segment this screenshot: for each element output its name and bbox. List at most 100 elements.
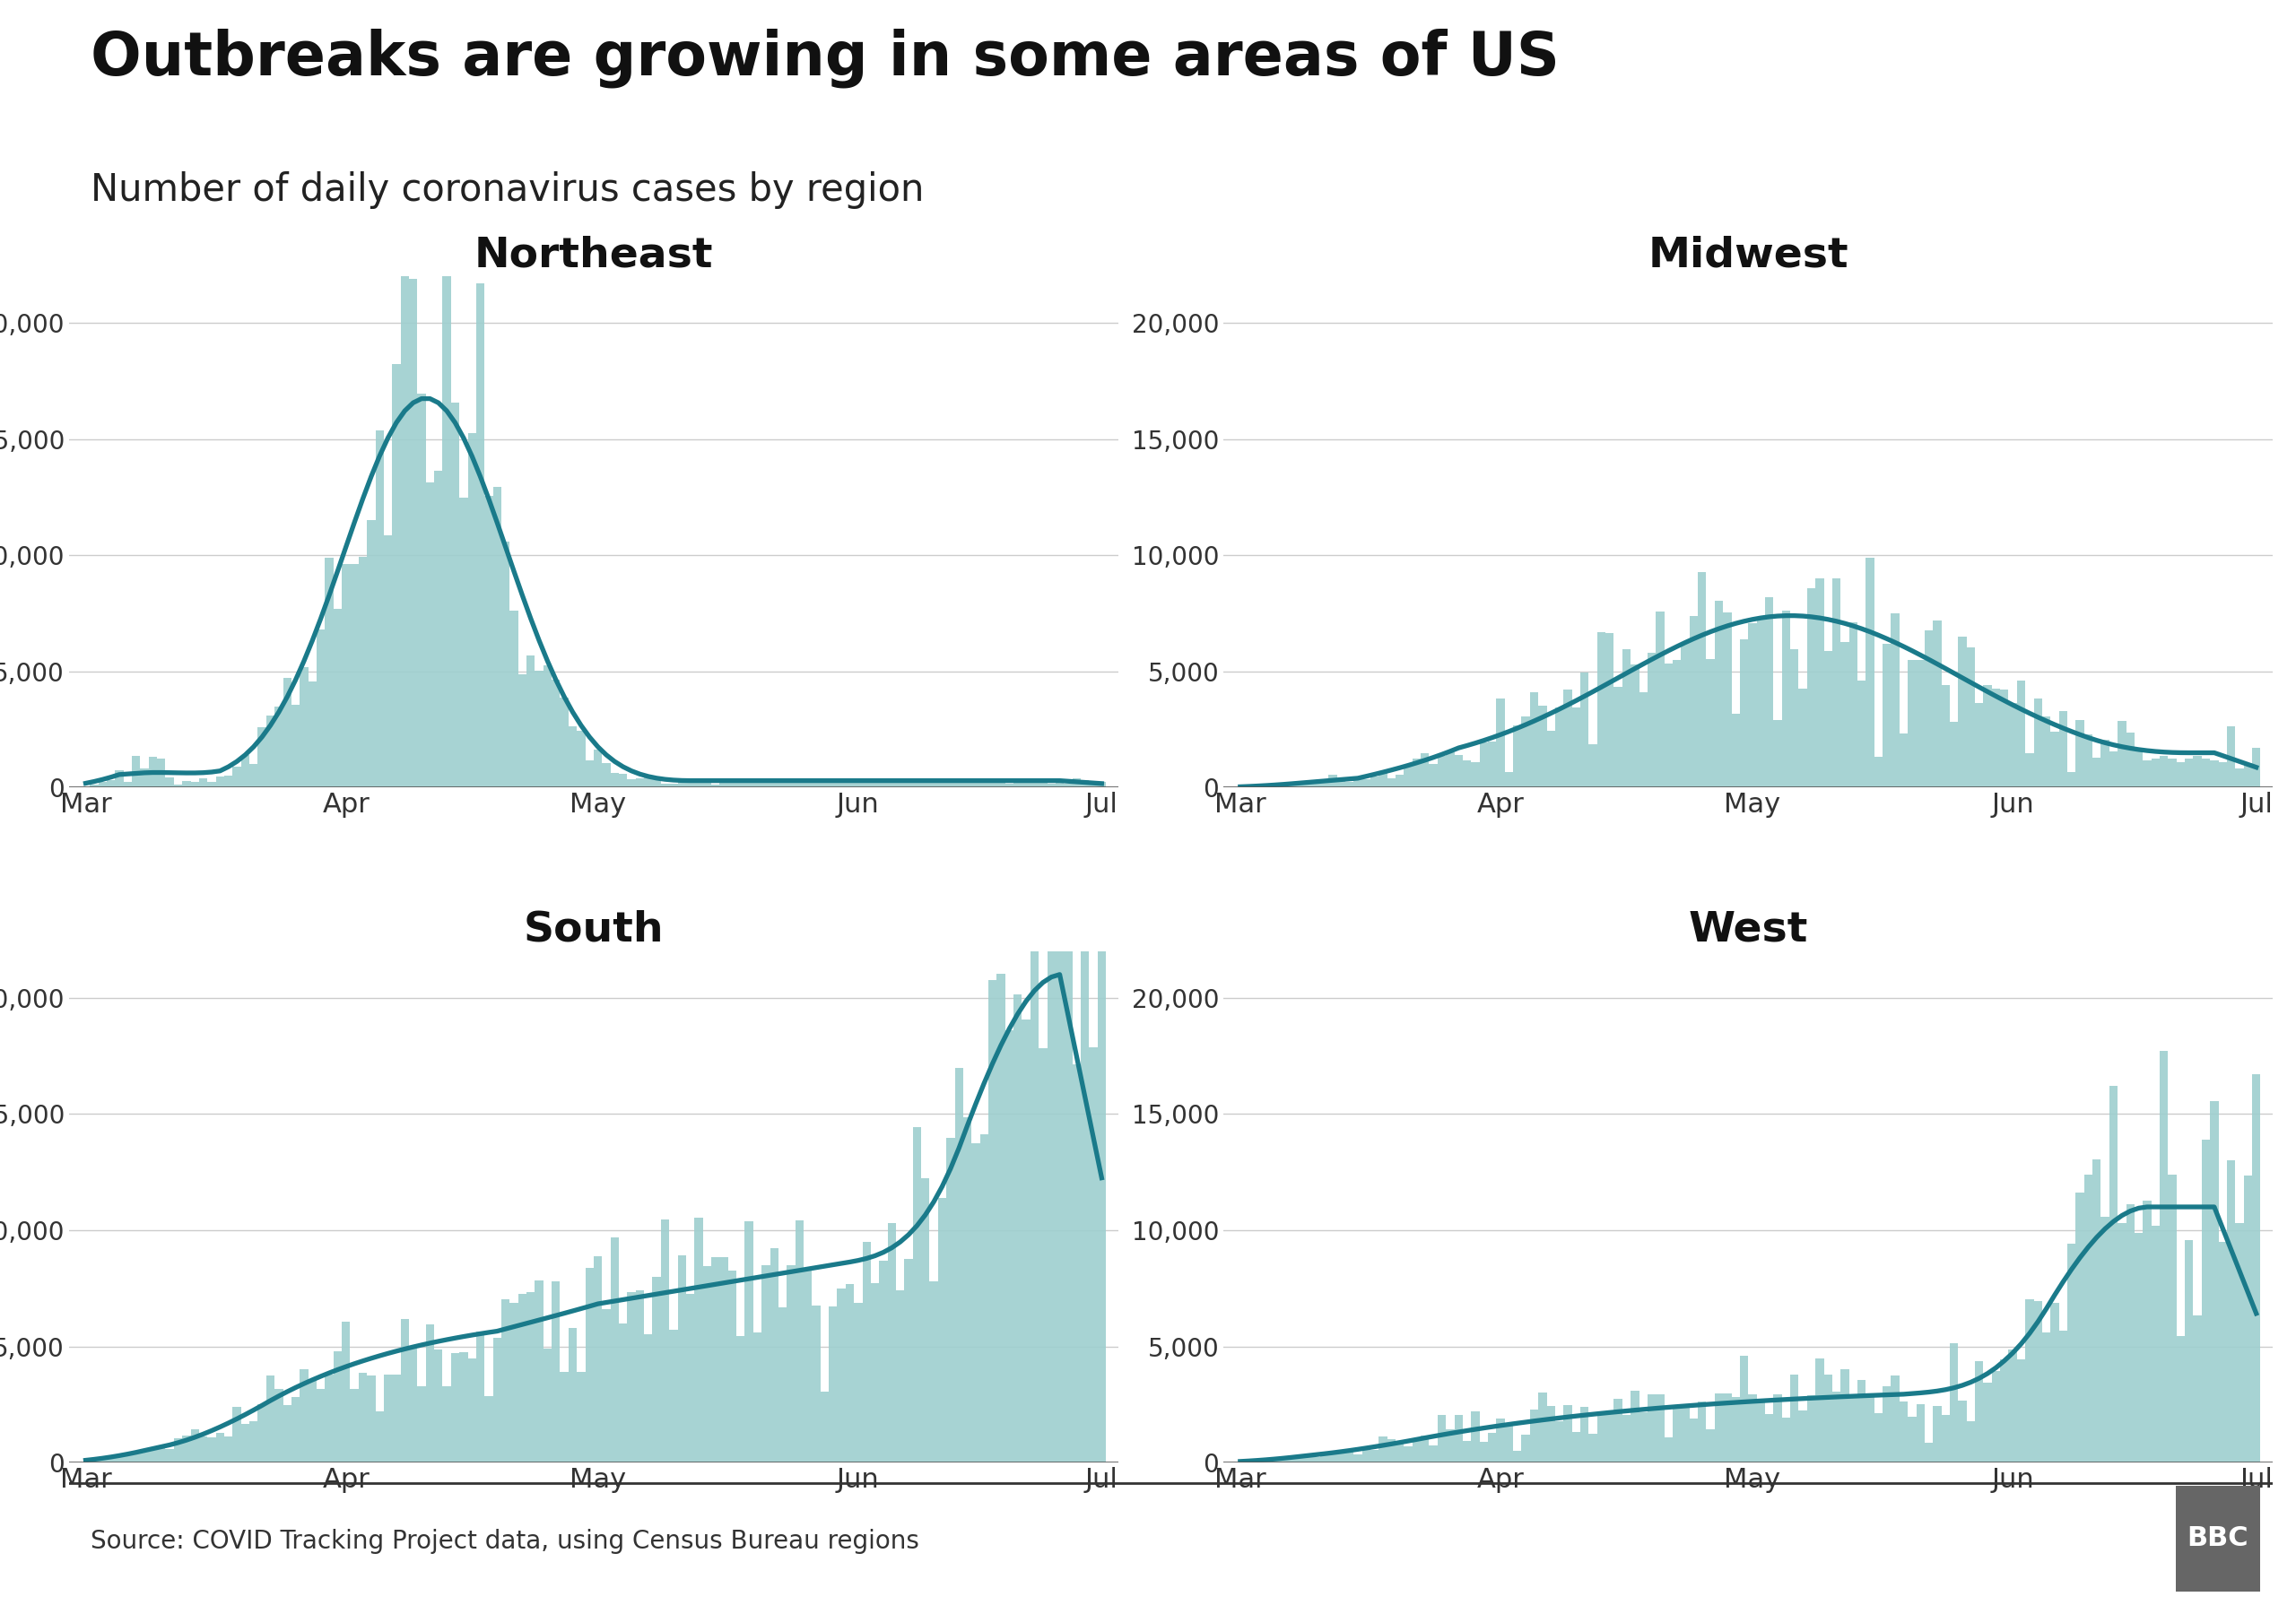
Bar — [712, 1257, 719, 1462]
Bar — [1403, 767, 1412, 788]
Bar — [955, 1068, 962, 1462]
Bar — [1715, 600, 1722, 788]
Bar — [2151, 1225, 2161, 1462]
Bar — [1942, 1415, 1949, 1462]
Bar — [1892, 613, 1899, 788]
Bar — [1345, 1449, 1355, 1462]
Title: Northeast: Northeast — [475, 236, 714, 276]
Bar — [115, 1456, 124, 1462]
Bar — [2218, 1241, 2227, 1462]
Bar — [2177, 762, 2186, 788]
Title: Midwest: Midwest — [1649, 236, 1848, 276]
Bar — [459, 1353, 468, 1462]
Bar — [301, 1369, 308, 1462]
Bar — [921, 781, 930, 788]
Bar — [1773, 720, 1782, 788]
Bar — [2092, 759, 2101, 788]
Bar — [115, 770, 124, 788]
Bar — [1362, 780, 1371, 788]
Bar — [1453, 1415, 1463, 1462]
Bar — [1428, 763, 1437, 788]
Bar — [895, 1291, 905, 1462]
Bar — [1665, 663, 1674, 788]
Bar — [1329, 1453, 1336, 1462]
Bar — [1488, 1433, 1497, 1462]
Bar — [257, 1404, 266, 1462]
Bar — [2135, 1233, 2142, 1462]
Bar — [1665, 1438, 1674, 1462]
Bar — [1639, 1412, 1649, 1462]
Bar — [1497, 1419, 1504, 1462]
Bar — [2085, 1175, 2092, 1462]
Bar — [1706, 1430, 1715, 1462]
Bar — [510, 1302, 519, 1462]
Bar — [351, 1390, 358, 1462]
Bar — [200, 1436, 207, 1462]
Bar — [409, 279, 418, 788]
Bar — [2243, 763, 2252, 788]
Bar — [602, 763, 611, 788]
Bar — [794, 1220, 804, 1462]
Bar — [2252, 1073, 2262, 1462]
Bar — [174, 784, 181, 788]
Bar — [1088, 1047, 1097, 1462]
Bar — [1022, 1018, 1031, 1462]
Bar — [703, 780, 712, 788]
Bar — [1933, 1406, 1942, 1462]
Bar — [1513, 725, 1522, 788]
Bar — [425, 1325, 434, 1462]
Bar — [156, 759, 165, 788]
Bar — [2000, 1359, 2009, 1462]
Bar — [333, 608, 342, 788]
Bar — [519, 1294, 526, 1462]
Bar — [216, 1433, 225, 1462]
Bar — [1279, 784, 1286, 788]
Bar — [980, 783, 987, 788]
Bar — [1038, 1049, 1047, 1462]
Bar — [1848, 623, 1857, 788]
Bar — [1564, 689, 1573, 788]
Bar — [987, 980, 996, 1462]
Bar — [2025, 1299, 2034, 1462]
Bar — [2050, 1302, 2060, 1462]
Bar — [1573, 707, 1580, 788]
Bar — [1403, 1446, 1412, 1462]
Bar — [1371, 776, 1380, 788]
Bar — [1782, 610, 1791, 788]
Bar — [2211, 1101, 2218, 1462]
Bar — [342, 563, 351, 788]
Bar — [971, 780, 980, 788]
Bar — [744, 780, 753, 788]
Bar — [1573, 1432, 1580, 1462]
Bar — [2167, 1175, 2177, 1462]
Bar — [914, 1127, 921, 1462]
Bar — [2110, 1086, 2117, 1462]
Bar — [2135, 749, 2142, 788]
Bar — [1614, 688, 1623, 788]
Bar — [484, 1396, 494, 1462]
Bar — [1917, 660, 1924, 788]
Bar — [1320, 780, 1329, 788]
Bar — [165, 778, 174, 788]
Bar — [2126, 733, 2135, 788]
Bar — [544, 665, 551, 788]
Bar — [2177, 1485, 2259, 1591]
Bar — [2034, 1301, 2041, 1462]
Bar — [2193, 1315, 2202, 1462]
Bar — [652, 1277, 661, 1462]
Bar — [216, 776, 225, 788]
Bar — [1463, 1441, 1472, 1462]
Bar — [939, 1198, 946, 1462]
Bar — [1899, 733, 1908, 788]
Bar — [1387, 778, 1396, 788]
Bar — [2025, 754, 2034, 788]
Bar — [1655, 612, 1665, 788]
Bar — [1975, 704, 1984, 788]
Bar — [1362, 1448, 1371, 1462]
Bar — [1513, 1451, 1522, 1462]
Bar — [1355, 1454, 1362, 1462]
Bar — [611, 773, 620, 788]
Bar — [838, 1288, 845, 1462]
Bar — [1472, 762, 1479, 788]
Bar — [124, 783, 131, 788]
